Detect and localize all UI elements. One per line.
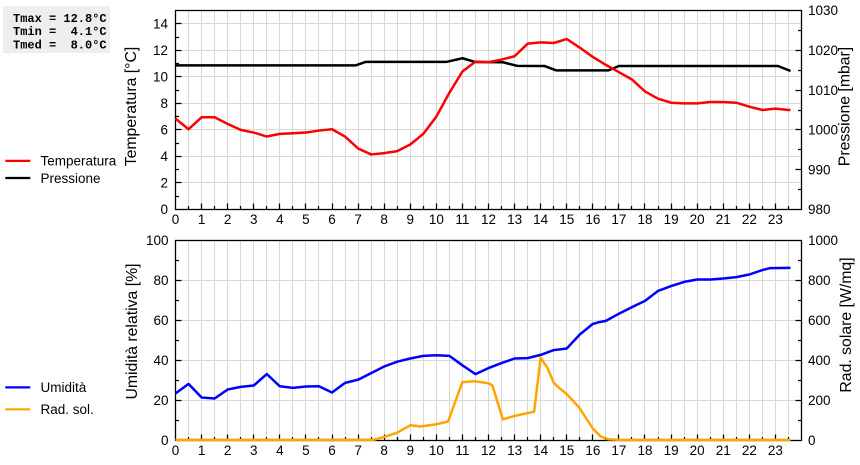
svg-text:21: 21 [716, 212, 731, 227]
svg-text:Rad. solare [W/mq]: Rad. solare [W/mq] [838, 257, 855, 392]
svg-text:12: 12 [481, 212, 496, 227]
svg-text:600: 600 [808, 313, 831, 328]
svg-text:20: 20 [690, 443, 705, 458]
svg-text:1: 1 [198, 443, 206, 458]
svg-text:Pressione [mbar]: Pressione [mbar] [837, 47, 854, 166]
svg-text:4: 4 [276, 212, 284, 227]
svg-text:8: 8 [380, 443, 388, 458]
svg-text:16: 16 [585, 212, 600, 227]
svg-text:16: 16 [585, 443, 600, 458]
svg-text:800: 800 [808, 273, 831, 288]
svg-text:3: 3 [250, 443, 258, 458]
svg-text:8: 8 [380, 212, 388, 227]
svg-text:1: 1 [198, 212, 206, 227]
svg-text:20: 20 [153, 393, 168, 408]
svg-text:11: 11 [455, 443, 469, 458]
svg-text:2: 2 [160, 176, 168, 191]
svg-text:Tmed = 8.0°C: Tmed = 8.0°C [13, 38, 107, 52]
svg-text:80: 80 [153, 273, 168, 288]
svg-text:60: 60 [153, 313, 168, 328]
svg-text:22: 22 [742, 443, 757, 458]
svg-text:0: 0 [172, 212, 180, 227]
svg-text:990: 990 [808, 162, 831, 177]
svg-text:4: 4 [276, 443, 284, 458]
svg-text:Umidità: Umidità [41, 380, 87, 395]
svg-text:1010: 1010 [808, 83, 838, 98]
svg-text:17: 17 [611, 443, 626, 458]
svg-text:6: 6 [160, 123, 168, 138]
svg-text:10: 10 [429, 443, 444, 458]
svg-text:Tmin = 4.1°C: Tmin = 4.1°C [13, 25, 107, 39]
svg-text:22: 22 [742, 212, 757, 227]
svg-text:0: 0 [161, 433, 169, 448]
svg-text:6: 6 [328, 212, 336, 227]
svg-text:20: 20 [690, 212, 705, 227]
svg-text:40: 40 [153, 353, 168, 368]
svg-text:19: 19 [664, 443, 679, 458]
svg-text:1000: 1000 [808, 123, 838, 138]
svg-text:3: 3 [250, 212, 258, 227]
svg-text:13: 13 [507, 443, 522, 458]
svg-text:10: 10 [153, 70, 168, 85]
svg-text:9: 9 [406, 443, 414, 458]
svg-text:Pressione: Pressione [41, 171, 101, 186]
svg-text:0: 0 [160, 202, 168, 217]
svg-text:19: 19 [664, 212, 679, 227]
svg-text:14: 14 [153, 17, 169, 32]
svg-text:4: 4 [160, 149, 168, 164]
svg-text:Temperatura [°C]: Temperatura [°C] [123, 47, 140, 167]
svg-text:Umidità relativa [%]: Umidità relativa [%] [124, 263, 141, 399]
svg-text:18: 18 [637, 443, 652, 458]
svg-text:14: 14 [533, 443, 549, 458]
svg-text:10: 10 [429, 212, 444, 227]
svg-text:1030: 1030 [808, 3, 838, 18]
svg-text:0: 0 [172, 443, 180, 458]
svg-text:11: 11 [455, 212, 469, 227]
svg-text:12: 12 [153, 43, 168, 58]
svg-text:1020: 1020 [808, 43, 838, 58]
svg-text:12: 12 [481, 443, 496, 458]
svg-text:400: 400 [808, 353, 831, 368]
svg-text:21: 21 [716, 443, 731, 458]
svg-text:2: 2 [224, 443, 232, 458]
svg-text:9: 9 [406, 212, 414, 227]
svg-text:14: 14 [533, 212, 549, 227]
svg-text:0: 0 [808, 433, 816, 448]
svg-text:Temperatura: Temperatura [41, 154, 117, 169]
svg-text:5: 5 [302, 443, 310, 458]
svg-text:980: 980 [808, 202, 831, 217]
svg-text:6: 6 [328, 443, 336, 458]
svg-text:7: 7 [354, 443, 362, 458]
svg-text:200: 200 [808, 393, 831, 408]
svg-text:23: 23 [768, 443, 783, 458]
svg-text:23: 23 [768, 212, 783, 227]
svg-text:15: 15 [559, 443, 574, 458]
svg-text:18: 18 [637, 212, 652, 227]
svg-text:5: 5 [302, 212, 310, 227]
svg-text:7: 7 [354, 212, 362, 227]
svg-text:13: 13 [507, 212, 522, 227]
svg-text:15: 15 [559, 212, 574, 227]
svg-text:8: 8 [160, 96, 168, 111]
svg-text:Tmax = 12.8°C: Tmax = 12.8°C [13, 12, 107, 26]
svg-text:Rad. sol.: Rad. sol. [41, 402, 94, 417]
svg-text:1000: 1000 [808, 233, 838, 248]
svg-text:2: 2 [224, 212, 232, 227]
svg-text:17: 17 [611, 212, 626, 227]
svg-text:100: 100 [146, 233, 169, 248]
